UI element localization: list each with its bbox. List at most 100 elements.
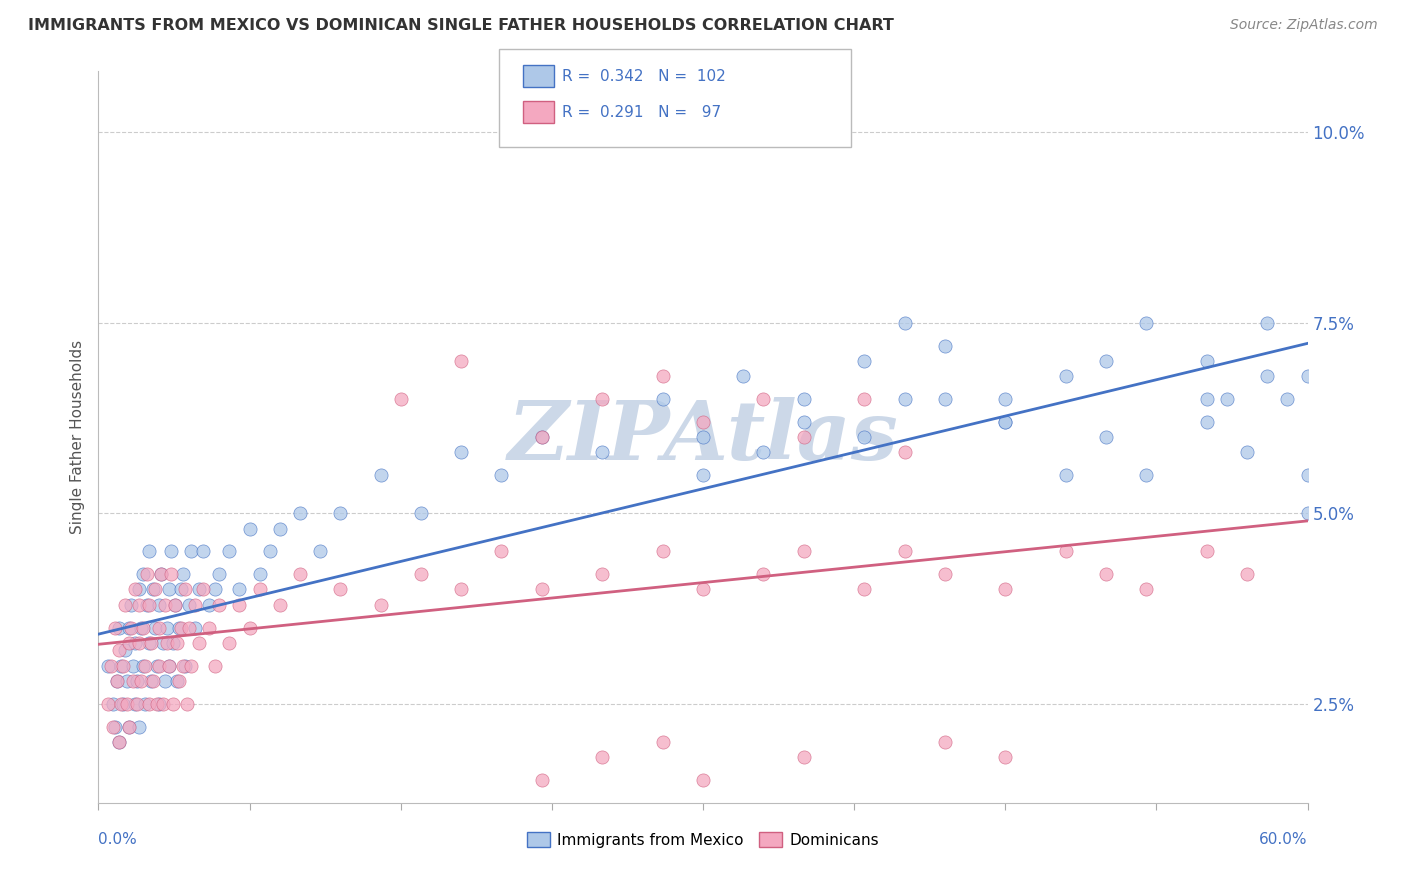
- Point: [114, 598, 136, 612]
- Point: [259, 544, 281, 558]
- Point: [184, 598, 207, 612]
- Point: [893, 316, 915, 330]
- Point: [167, 673, 190, 688]
- Point: [121, 673, 143, 688]
- Point: [160, 567, 183, 582]
- Point: [591, 392, 613, 406]
- Point: [1054, 544, 1077, 558]
- Point: [101, 697, 124, 711]
- Point: [994, 392, 1017, 406]
- Point: [1135, 316, 1157, 330]
- Point: [994, 750, 1017, 764]
- Point: [218, 636, 240, 650]
- Point: [491, 544, 513, 558]
- Point: [184, 621, 207, 635]
- Text: R =  0.291   N =   97: R = 0.291 N = 97: [562, 105, 721, 120]
- Point: [148, 658, 170, 673]
- Point: [107, 735, 129, 749]
- Point: [1195, 544, 1218, 558]
- Point: [853, 392, 876, 406]
- Point: [132, 621, 155, 635]
- Point: [793, 430, 815, 444]
- Point: [120, 598, 142, 612]
- Point: [124, 636, 146, 650]
- Point: [1296, 468, 1319, 483]
- Point: [156, 621, 179, 635]
- Point: [692, 430, 714, 444]
- Point: [101, 720, 124, 734]
- Point: [135, 598, 157, 612]
- Point: [752, 445, 775, 459]
- Point: [692, 582, 714, 597]
- Point: [152, 636, 174, 650]
- Point: [120, 621, 142, 635]
- Point: [110, 658, 132, 673]
- Point: [409, 567, 432, 582]
- Point: [146, 658, 169, 673]
- Point: [239, 521, 262, 535]
- Point: [288, 567, 311, 582]
- Point: [148, 598, 170, 612]
- Point: [162, 636, 184, 650]
- Point: [1296, 506, 1319, 520]
- Point: [269, 521, 291, 535]
- Point: [1095, 567, 1118, 582]
- Point: [530, 772, 553, 787]
- Point: [1135, 468, 1157, 483]
- Point: [450, 582, 472, 597]
- Point: [188, 582, 211, 597]
- Point: [132, 658, 155, 673]
- Text: IMMIGRANTS FROM MEXICO VS DOMINICAN SINGLE FATHER HOUSEHOLDS CORRELATION CHART: IMMIGRANTS FROM MEXICO VS DOMINICAN SING…: [28, 18, 894, 33]
- Text: 60.0%: 60.0%: [1260, 832, 1308, 847]
- Point: [1256, 369, 1278, 384]
- Point: [157, 658, 180, 673]
- Point: [651, 544, 673, 558]
- Point: [591, 445, 613, 459]
- Point: [934, 392, 956, 406]
- Point: [157, 658, 180, 673]
- Point: [1236, 567, 1258, 582]
- Point: [934, 567, 956, 582]
- Point: [239, 621, 262, 635]
- Point: [179, 621, 201, 635]
- Point: [249, 582, 271, 597]
- Point: [1095, 354, 1118, 368]
- Point: [228, 598, 250, 612]
- Point: [1216, 392, 1239, 406]
- Point: [110, 697, 132, 711]
- Point: [114, 643, 136, 657]
- Point: [134, 658, 156, 673]
- Point: [138, 697, 160, 711]
- Point: [530, 430, 553, 444]
- Text: ZIPAtlas: ZIPAtlas: [508, 397, 898, 477]
- Point: [170, 621, 193, 635]
- Point: [893, 392, 915, 406]
- Point: [1054, 468, 1077, 483]
- Point: [1195, 392, 1218, 406]
- Point: [107, 735, 129, 749]
- Point: [1256, 316, 1278, 330]
- Point: [934, 339, 956, 353]
- Point: [1054, 369, 1077, 384]
- Point: [793, 415, 815, 429]
- Point: [170, 582, 193, 597]
- Point: [125, 697, 148, 711]
- Point: [180, 658, 202, 673]
- Point: [139, 636, 162, 650]
- Point: [491, 468, 513, 483]
- Point: [1195, 415, 1218, 429]
- Point: [651, 735, 673, 749]
- Point: [228, 582, 250, 597]
- Point: [1095, 430, 1118, 444]
- Point: [176, 697, 198, 711]
- Point: [752, 392, 775, 406]
- Point: [692, 468, 714, 483]
- Point: [450, 354, 472, 368]
- Point: [591, 567, 613, 582]
- Point: [733, 369, 755, 384]
- Point: [692, 415, 714, 429]
- Point: [142, 673, 165, 688]
- Point: [153, 673, 176, 688]
- Point: [179, 598, 201, 612]
- Point: [152, 697, 174, 711]
